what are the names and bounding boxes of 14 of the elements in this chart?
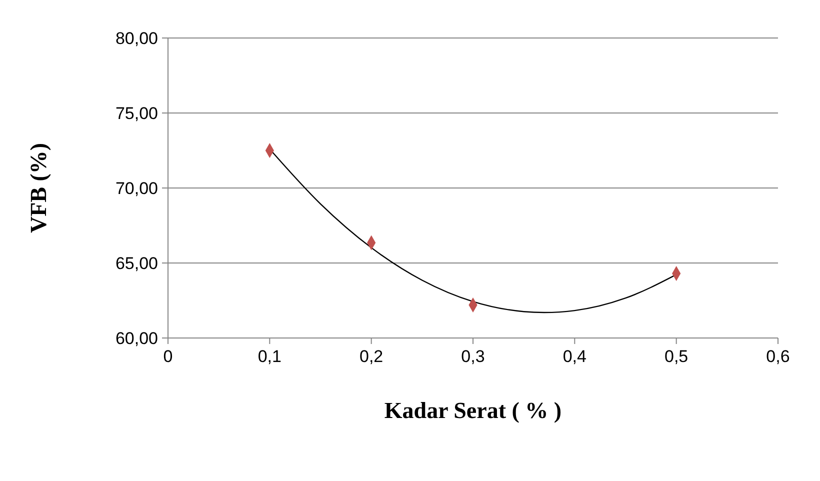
x-tick-label: 0,2	[360, 347, 384, 366]
x-tick-label: 0	[163, 347, 173, 366]
y-tick-label: 65,00	[115, 254, 158, 274]
y-tick-label: 80,00	[115, 29, 158, 48]
y-tick-label: 75,00	[115, 104, 158, 124]
x-tick-label: 0,4	[562, 347, 586, 366]
y-tick-label: 60,00	[115, 329, 158, 348]
x-tick-label: 0,6	[766, 347, 790, 366]
x-tick-label: 0,3	[461, 347, 485, 366]
y-axis-title: VFB (%)	[26, 142, 52, 234]
x-tick-label: 0,5	[664, 347, 688, 366]
x-axis-title: Kadar Serat ( % )	[384, 398, 562, 423]
y-tick-label: 70,00	[115, 179, 158, 198]
x-tick-label: 0,1	[258, 347, 282, 366]
